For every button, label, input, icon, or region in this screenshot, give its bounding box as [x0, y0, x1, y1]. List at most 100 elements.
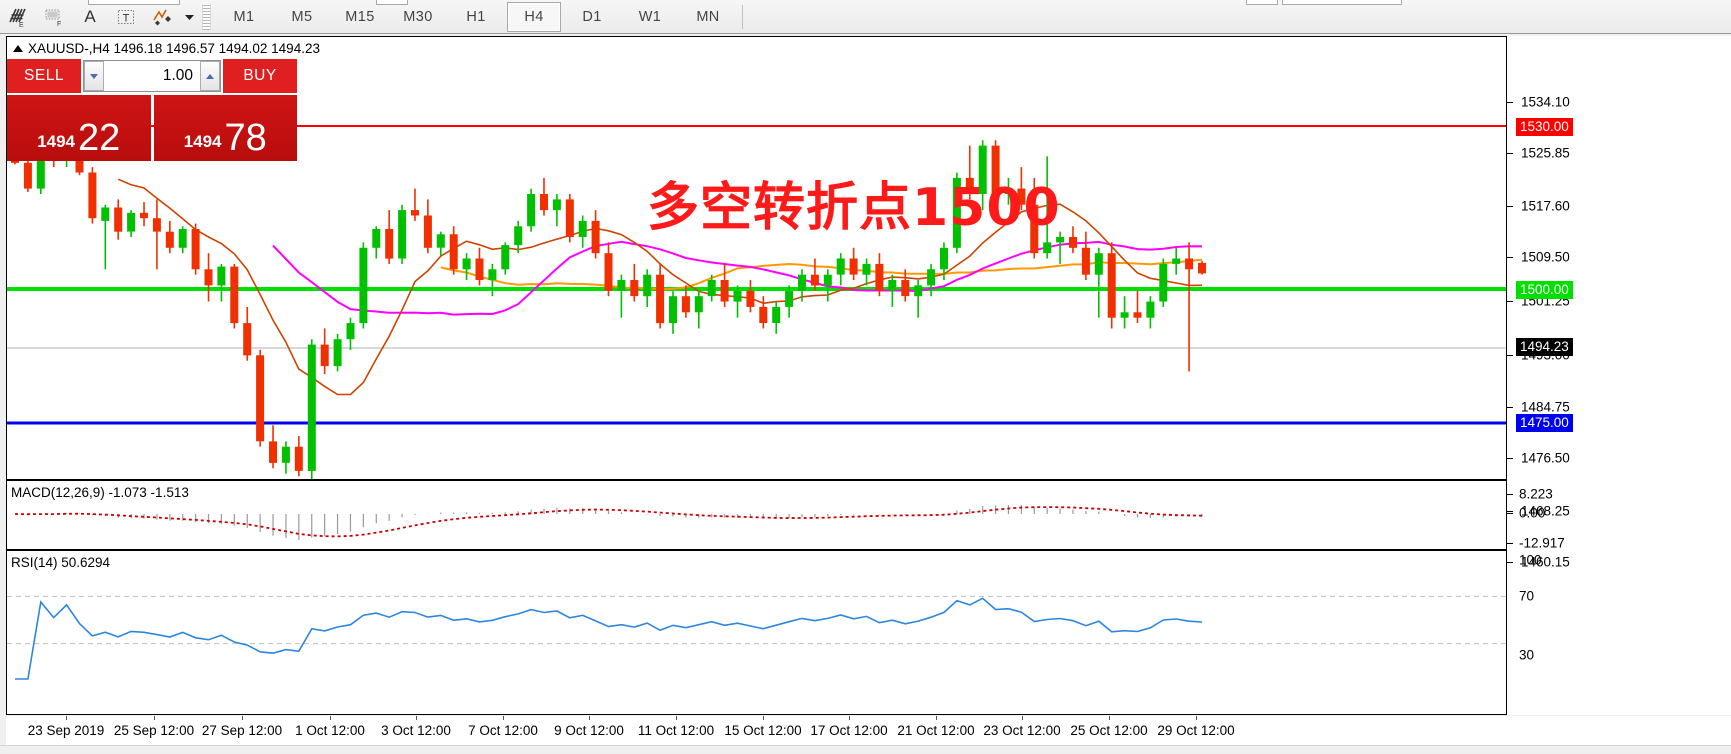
price-level-tag-blue[interactable]: 1475.00	[1516, 414, 1573, 432]
price-axis-tick	[1507, 511, 1513, 512]
price-quotes-row: 1494 22 1494 78	[7, 95, 297, 161]
macd-axis-tick	[1507, 513, 1513, 514]
sell-button[interactable]: SELL	[7, 59, 81, 93]
time-axis-tick	[936, 716, 937, 720]
sell-price-minor: 22	[78, 117, 121, 159]
time-axis-tick	[849, 716, 850, 720]
time-axis-label: 27 Sep 12:00	[201, 723, 283, 738]
timeframe-h1[interactable]: H1	[466, 8, 486, 25]
time-axis-label: 1 Oct 12:00	[295, 723, 365, 738]
svg-text:E: E	[19, 22, 24, 28]
time-axis-tick	[503, 716, 504, 720]
expert-advisors-icon[interactable]: E	[0, 2, 36, 32]
toolbar-stub-2	[376, 0, 408, 5]
rsi-label: RSI(14) 50.6294	[11, 555, 111, 570]
price-axis-label: 1468.25	[1521, 503, 1570, 519]
rsi-axis-label: 100	[1519, 552, 1542, 568]
volume-increase-button[interactable]	[200, 61, 220, 91]
price-axis-label: 1509.50	[1521, 249, 1570, 265]
time-axis-label: 23 Sep 2019	[27, 723, 105, 738]
buy-price-display[interactable]: 1494 78	[153, 95, 297, 161]
toolbar-stub-3	[1246, 0, 1278, 5]
timeframe-m5[interactable]: M5	[291, 8, 313, 25]
sell-price-display[interactable]: 1494 22	[7, 95, 151, 161]
chevron-up-icon	[206, 73, 214, 79]
price-axis-tick	[1507, 355, 1513, 356]
time-axis-tick	[66, 716, 67, 720]
time-axis-tick	[1022, 716, 1023, 720]
timeframe-d1[interactable]: D1	[582, 8, 602, 25]
svg-text:T: T	[123, 12, 130, 24]
price-axis-label: 1534.10	[1521, 94, 1570, 110]
window-bottom-edge	[0, 745, 1731, 754]
volume-decrease-button[interactable]	[84, 61, 104, 91]
chevron-down-icon	[90, 73, 98, 79]
timeframe-mn[interactable]: MN	[696, 8, 720, 25]
macd-axis-tick	[1507, 543, 1513, 544]
price-level-tag-red[interactable]: 1530.00	[1516, 118, 1573, 136]
time-axis-label: 3 Oct 12:00	[381, 723, 451, 738]
chart-annotation-text[interactable]: 多空转折点1500	[647, 178, 1061, 238]
time-axis-tick	[1196, 716, 1197, 720]
symbol-ohlc-header: XAUUSD-,H4 1496.18 1496.57 1494.02 1494.…	[13, 41, 320, 56]
price-axis[interactable]: 1534.101525.851517.601509.501501.251493.…	[1507, 36, 1731, 715]
price-axis-tick	[1507, 153, 1513, 154]
chart-shift-triangle-icon	[13, 45, 23, 52]
time-axis-label: 21 Oct 12:00	[897, 723, 975, 738]
price-axis-label: 1484.75	[1521, 399, 1570, 415]
timeframe-m1[interactable]: M1	[233, 8, 255, 25]
price-axis-tick	[1507, 206, 1513, 207]
price-axis-label: 1517.60	[1521, 198, 1570, 214]
time-axis-label: 17 Oct 12:00	[810, 723, 888, 738]
text-tool-icon[interactable]: A	[84, 6, 96, 26]
price-axis-label: 1460.15	[1521, 554, 1570, 570]
symbol-ohlc-text: XAUUSD-,H4 1496.18 1496.57 1494.02 1494.…	[28, 41, 320, 56]
macd-canvas	[14, 504, 1203, 540]
indicators-grid-icon[interactable]: F	[36, 2, 72, 32]
chevron-down-icon[interactable]	[180, 2, 198, 32]
toolbar-grip[interactable]	[202, 3, 211, 30]
time-axis-tick	[763, 716, 764, 720]
price-level-tag-green[interactable]: 1500.00	[1516, 281, 1573, 299]
svg-text:F: F	[57, 21, 61, 28]
toolbar-separator	[742, 4, 743, 29]
time-axis-label: 7 Oct 12:00	[468, 723, 538, 738]
volume-stepper[interactable]: 1.00	[83, 60, 221, 92]
macd-pane[interactable]: MACD(12,26,9) -1.073 -1.513	[7, 483, 1506, 551]
price-axis-tick	[1507, 407, 1513, 408]
time-axis-tick	[676, 716, 677, 720]
price-axis-tick	[1507, 458, 1513, 459]
rsi-pane[interactable]: RSI(14) 50.6294	[7, 553, 1506, 714]
time-axis-label: 11 Oct 12:00	[637, 723, 715, 738]
time-axis-label: 9 Oct 12:00	[554, 723, 624, 738]
price-axis-tick	[1507, 301, 1513, 302]
buy-price-major: 1494	[183, 132, 222, 151]
time-axis-tick	[242, 716, 243, 720]
time-axis-tick	[154, 716, 155, 720]
timeframe-w1[interactable]: W1	[638, 8, 662, 25]
timeframe-m30[interactable]: M30	[403, 8, 433, 25]
timeframe-m15[interactable]: M15	[345, 8, 375, 25]
toolbar-stub-4	[1282, 0, 1402, 5]
time-axis-label: 23 Oct 12:00	[983, 723, 1061, 738]
macd-axis-label: -12.917	[1519, 535, 1565, 551]
volume-input[interactable]: 1.00	[162, 67, 193, 84]
timeframe-h4[interactable]: H4	[507, 1, 561, 32]
price-axis-tick	[1507, 257, 1513, 258]
rsi-canvas	[7, 595, 1506, 680]
objects-icon[interactable]	[144, 2, 180, 32]
sell-price-major: 1494	[37, 132, 76, 151]
price-axis-label: 1476.50	[1521, 450, 1570, 466]
time-axis-tick	[589, 716, 590, 720]
time-axis-tick	[416, 716, 417, 720]
time-axis-label: 15 Oct 12:00	[724, 723, 802, 738]
time-axis-label: 25 Oct 12:00	[1070, 723, 1148, 738]
buy-button[interactable]: BUY	[223, 59, 297, 93]
text-label-icon[interactable]: T	[108, 2, 144, 32]
toolbar-stub-1	[88, 0, 180, 5]
price-axis-tick	[1507, 102, 1513, 103]
price-level-tag-black[interactable]: 1494.23	[1516, 338, 1573, 356]
one-click-trading-panel[interactable]: SELL 1.00 BUY 1494 22 1494 78	[7, 59, 297, 163]
chart-area[interactable]: MACD(12,26,9) -1.073 -1.513 RSI(14) 50.6…	[6, 36, 1507, 715]
